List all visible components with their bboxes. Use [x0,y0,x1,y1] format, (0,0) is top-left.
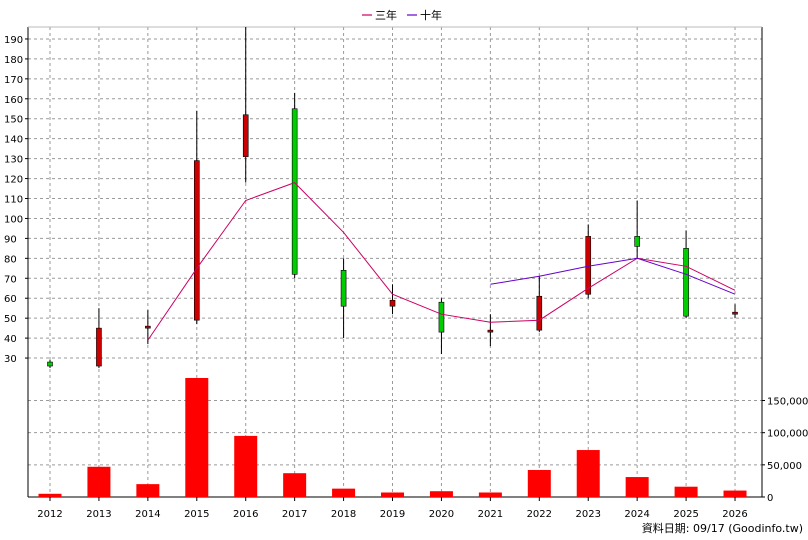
price-tick-100: 100 [4,214,23,225]
candle-2023 [585,224,592,299]
volume-bar-2015 [185,378,209,497]
candle-2026 [732,304,738,319]
candle-body-2020 [438,301,445,333]
candle-body-2025 [683,248,689,317]
candle-body-2015 [193,160,200,321]
legend: 三年 十年 [362,8,442,22]
volume-bar-2025 [674,486,698,497]
x-tick-2022: 2022 [527,509,552,520]
volume-bar-2020 [429,491,453,497]
x-tick-2014: 2014 [135,509,160,520]
price-tick-120: 120 [4,175,23,186]
price-tick-70: 70 [4,274,17,285]
candle-body-2019 [389,299,396,307]
average-lines [147,182,736,341]
price-tick-170: 170 [4,75,23,86]
volume-bars [38,378,747,497]
volume-axis: 0 50,000 100,000 150,000 [762,397,808,504]
volume-bar-2023 [576,450,600,497]
volume-tick-150000: 150,000 [767,397,808,408]
candle-body-2018 [340,270,347,307]
volume-bar-2022 [527,469,551,497]
price-tick-30: 30 [4,354,17,365]
x-tick-2016: 2016 [233,509,258,520]
x-tick-2025: 2025 [673,509,698,520]
volume-bar-2018 [332,488,356,497]
candle-2014 [145,310,151,345]
volume-bar-2026 [723,490,747,497]
candle-2017 [291,92,298,279]
volume-tick-100000: 100,000 [767,429,808,440]
candle-2013 [96,308,102,369]
candle-body-2014 [145,325,151,329]
volume-bar-2017 [283,473,307,497]
volume-bar-2016 [234,435,258,497]
candle-body-2012 [47,361,53,367]
x-tick-2017: 2017 [282,509,307,520]
source-label: 資料日期: 09/17 (Goodinfo.tw) [642,521,803,535]
price-tick-60: 60 [4,294,17,305]
candle-2022 [536,276,543,333]
price-axis: 30 40 50 60 70 80 90 100 110 120 130 140 150 160 170 18… [4,35,28,365]
x-tick-2026: 2026 [722,509,747,520]
candle-body-2021 [487,329,494,333]
plot-frame [27,26,763,498]
x-tick-2012: 2012 [37,509,62,520]
candle-2020 [438,298,445,355]
candle-body-2017 [291,108,298,275]
x-tick-2021: 2021 [478,509,503,520]
legend-label-0: 三年 [375,8,397,22]
candle-2015 [193,110,200,325]
price-tick-150: 150 [4,115,23,126]
price-tick-50: 50 [4,314,17,325]
candle-2021 [487,314,494,347]
volume-tick-0: 0 [767,493,773,504]
candle-2016 [242,27,249,183]
candle-body-2013 [96,327,102,367]
candle-body-2022 [536,295,543,331]
volume-bar-2021 [478,492,502,497]
price-tick-90: 90 [4,234,17,245]
candle-2019 [389,284,396,315]
candle-2012 [47,360,53,369]
candle-2024 [634,200,640,259]
candle-body-2016 [242,114,249,157]
price-tick-40: 40 [4,334,17,345]
x-tick-2019: 2019 [380,509,405,520]
x-tick-2013: 2013 [86,509,111,520]
price-tick-190: 190 [4,35,23,46]
x-tick-2015: 2015 [184,509,209,520]
volume-bar-2014 [136,484,160,497]
volume-tick-50000: 50,000 [767,461,802,472]
candles [47,27,738,369]
volume-bar-2019 [381,492,405,497]
x-axis: 2012 2013 2014 2015 2016 2017 2018 2019 2020 2021… [37,497,748,520]
volume-bar-2013 [87,466,111,497]
x-tick-2020: 2020 [429,509,454,520]
x-tick-2023: 2023 [576,509,601,520]
x-tick-2018: 2018 [331,509,356,520]
price-tick-80: 80 [4,254,17,265]
candle-body-2023 [585,236,592,295]
price-tick-140: 140 [4,135,23,146]
price-tick-110: 110 [4,195,23,206]
price-tick-130: 130 [4,155,23,166]
volume-bar-2024 [625,477,649,497]
x-tick-2024: 2024 [624,509,649,520]
legend-label-1: 十年 [420,8,442,22]
price-tick-160: 160 [4,95,23,106]
grid-lines [28,27,762,497]
price-tick-180: 180 [4,55,23,66]
candle-2018 [340,258,347,339]
series-line-ten-year [490,257,736,295]
volume-bar-2012 [38,493,62,497]
candle-body-2024 [634,236,640,247]
candle-body-2026 [732,311,738,315]
